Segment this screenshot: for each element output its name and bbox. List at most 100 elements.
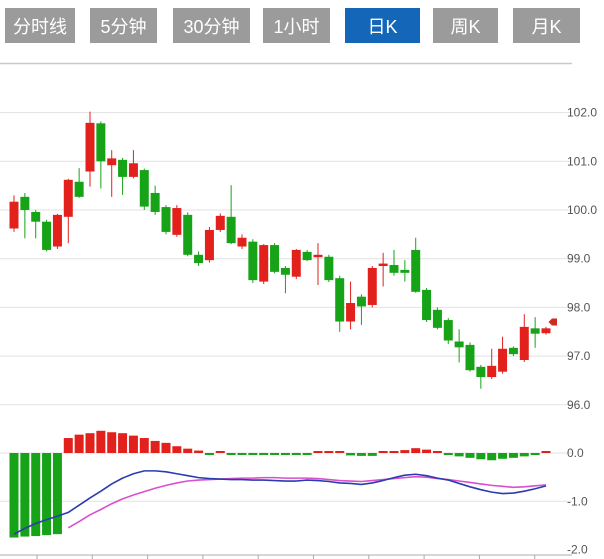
macd-hist-bar-down — [237, 453, 247, 455]
candle-body-up — [128, 163, 138, 177]
macd-hist-bar-down — [465, 453, 475, 458]
candle-body-up — [204, 229, 214, 261]
candle-body-down — [161, 207, 171, 232]
candle-body-up — [259, 245, 269, 282]
macd-hist-bar-up — [324, 451, 334, 453]
macd-hist-bar-up — [183, 448, 193, 453]
candle-body-up — [85, 122, 95, 172]
candle-body-down — [389, 265, 399, 273]
candle-body-up — [172, 208, 182, 235]
candle-body-up — [487, 365, 497, 378]
period-tabbar: 分时线 5分钟 30分钟 1小时 日K 周K 月K — [0, 0, 604, 52]
tab-weekly-k[interactable]: 周K — [433, 8, 498, 43]
macd-hist-bar-up — [150, 440, 160, 453]
candle-body-up — [107, 158, 117, 166]
macd-hist-bar-up — [74, 434, 84, 453]
tab-30min[interactable]: 30分钟 — [173, 8, 250, 43]
macd-hist-bar-up — [118, 433, 128, 453]
candle-body-up — [378, 263, 388, 267]
tab-1hour[interactable]: 1小时 — [263, 8, 330, 43]
candle-body-down — [324, 256, 334, 281]
tab-timeline[interactable]: 分时线 — [5, 8, 75, 43]
macd-hist-bar-up — [400, 450, 410, 453]
macd-hist-bar-up — [378, 451, 388, 453]
macd-hist-bar-down — [259, 453, 269, 455]
price-axis-label: 96.0 — [567, 398, 591, 412]
macd-hist-bar-down — [530, 453, 540, 455]
macd-hist-bar-up — [139, 438, 149, 453]
macd-hist-bar-up — [541, 451, 551, 453]
current-price-marker — [548, 318, 557, 326]
candle-body-down — [139, 170, 149, 207]
candle-body-down — [508, 347, 518, 355]
macd-hist-bar-up — [172, 446, 182, 453]
tab-daily-k[interactable]: 日K — [345, 8, 420, 43]
macd-hist-bar-down — [346, 453, 356, 456]
macd-hist-bar-down — [248, 453, 258, 455]
candle-body-up — [346, 303, 356, 322]
macd-hist-bar-up — [215, 451, 225, 453]
macd-hist-bar-down — [20, 453, 30, 537]
macd-hist-bar-down — [31, 453, 41, 537]
candle-body-down — [118, 159, 128, 177]
candle-body-up — [291, 249, 301, 277]
macd-hist-bar-down — [9, 453, 19, 538]
macd-hist-bar-up — [411, 448, 421, 453]
price-axis-label: 101.0 — [567, 154, 597, 168]
macd-hist-bar-down — [356, 453, 366, 456]
candle-body-up — [215, 215, 225, 230]
candle-body-down — [96, 123, 106, 162]
tab-monthly-k[interactable]: 月K — [513, 8, 580, 43]
candle-body-down — [280, 267, 290, 275]
candle-body-down — [356, 296, 366, 307]
macd-hist-bar-up — [85, 433, 95, 453]
macd-axis-label: -1.0 — [567, 494, 588, 508]
candle-body-down — [194, 254, 204, 264]
candle-body-up — [313, 254, 323, 258]
macd-hist-bar-up — [335, 451, 345, 453]
candle-body-up — [498, 348, 508, 372]
candle-body-up — [52, 214, 62, 247]
macd-dif-line — [13, 470, 547, 535]
price-axis-label: 98.0 — [567, 300, 591, 314]
candle-body-up — [237, 237, 247, 247]
price-axis-label: 99.0 — [567, 252, 591, 266]
macd-hist-bar-down — [367, 453, 377, 456]
macd-axis-label: -2.0 — [567, 543, 588, 557]
price-axis-label: 97.0 — [567, 349, 591, 363]
candle-body-down — [42, 221, 52, 250]
macd-hist-bar-up — [128, 435, 138, 453]
tab-5min[interactable]: 5分钟 — [90, 8, 157, 43]
macd-hist-bar-down — [291, 453, 301, 455]
macd-hist-bar-up — [422, 449, 432, 453]
macd-hist-bar-up — [161, 442, 171, 453]
macd-hist-bar-up — [96, 430, 106, 453]
macd-hist-bar-down — [443, 453, 453, 455]
macd-hist-bar-down — [226, 453, 236, 455]
candle-body-down — [302, 251, 312, 261]
macd-hist-bar-up — [63, 438, 73, 453]
candle-body-down — [226, 216, 236, 244]
macd-hist-bar-down — [204, 453, 214, 455]
candle-body-down — [150, 192, 160, 212]
macd-hist-bar-down — [270, 453, 280, 455]
macd-hist-bar-up — [389, 451, 399, 453]
price-axis-label: 100.0 — [567, 203, 597, 217]
candle-body-down — [74, 181, 84, 197]
macd-hist-bar-down — [42, 453, 52, 536]
macd-axis-label: 0.0 — [567, 446, 584, 460]
price-axis-label: 102.0 — [567, 106, 597, 120]
candle-body-down — [20, 196, 30, 210]
macd-hist-bar-down — [280, 453, 290, 455]
candle-body-down — [31, 211, 41, 222]
candle-body-down — [465, 344, 475, 371]
macd-hist-bar-down — [454, 453, 464, 457]
candle-body-up — [519, 326, 529, 360]
candle-body-down — [476, 366, 486, 378]
candle-body-down — [248, 241, 258, 281]
macd-hist-bar-down — [508, 453, 518, 458]
candle-body-down — [432, 309, 442, 328]
macd-hist-bar-down — [487, 453, 497, 461]
